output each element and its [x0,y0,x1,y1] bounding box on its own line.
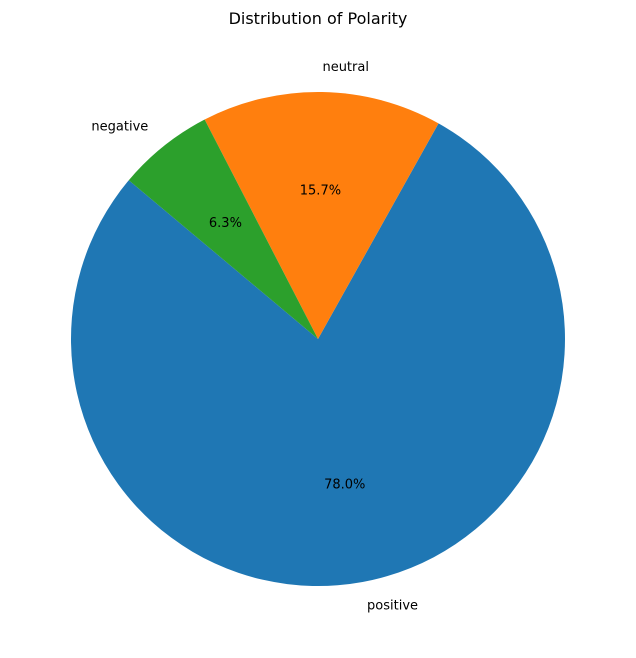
pie-category-labels: positive neutral negative [91,60,418,614]
pie-category-label-negative: negative [91,119,148,134]
pie-category-label-positive: positive [367,599,418,614]
pie-slices [70,92,565,587]
pie-percent-labels: 78.0% 15.7% 6.3% [209,183,366,492]
pie-slice-neutral [204,92,439,339]
pie-percent-label-neutral: 15.7% [300,183,341,198]
pie-percent-label-positive: 78.0% [324,477,365,492]
pie-category-label-neutral: neutral [322,60,369,75]
pie-slice-positive [70,123,565,587]
pie-slice-negative [128,119,318,339]
chart-title: Distribution of Polarity [229,9,408,28]
pie-percent-label-negative: 6.3% [209,216,242,231]
